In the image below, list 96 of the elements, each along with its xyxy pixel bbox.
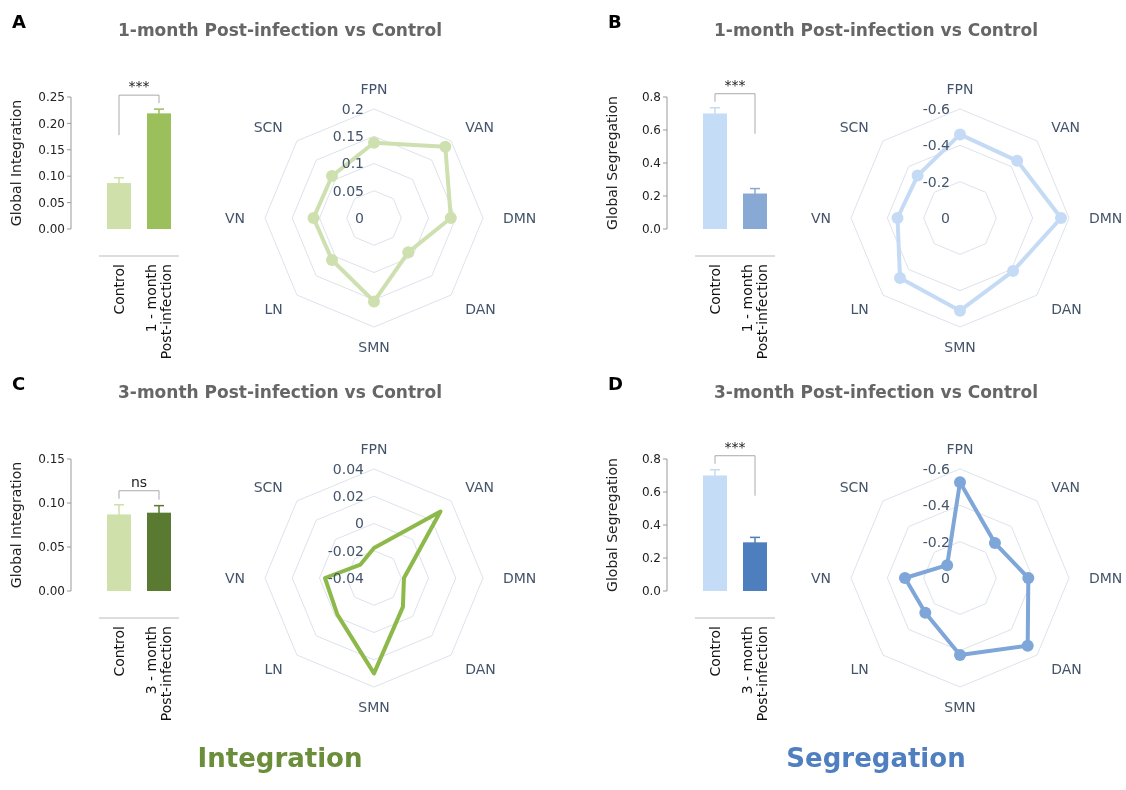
x-tick-label: Control xyxy=(707,626,723,677)
y-tick-label: 0.15 xyxy=(332,128,364,145)
text: *** xyxy=(724,438,746,455)
spoke-label: DAN xyxy=(465,301,496,318)
spoke-label: VN xyxy=(810,569,831,586)
y-tick-label: 0.2 xyxy=(641,551,661,566)
spoke-label: LN xyxy=(850,661,869,678)
spoke-label: VAN xyxy=(465,118,494,135)
y-tick-label: 0.15 xyxy=(38,452,65,467)
y-axis-title: Global Integration xyxy=(8,99,24,227)
y-tick-label: -0.4 xyxy=(922,137,951,154)
x-tick-label: 1 - month Post-infection xyxy=(739,264,770,360)
y-tick-label: 0.0 xyxy=(641,584,661,599)
spoke-label: FPN xyxy=(946,80,974,97)
spoke-label: SMN xyxy=(944,698,976,715)
y-tick-label: 0 xyxy=(941,209,950,226)
spoke-label: VN xyxy=(224,569,245,586)
y-tick-label: -0.6 xyxy=(922,460,951,477)
y-tick-label: -0.2 xyxy=(922,533,950,550)
spoke-label: VAN xyxy=(465,478,494,495)
y-tick-label: 0.25 xyxy=(38,90,65,105)
text: Integration xyxy=(197,743,363,773)
y-tick-label: -0.04 xyxy=(327,569,365,586)
text: Segregation xyxy=(786,743,966,773)
spoke-label: DAN xyxy=(465,661,496,678)
y-tick-label: 0.00 xyxy=(38,222,65,237)
text: *** xyxy=(128,78,150,95)
spoke-label: LN xyxy=(264,661,283,678)
text: 1-month Post-infection vs Control xyxy=(118,20,442,40)
x-tick-label: 3 - month Post-infection xyxy=(143,626,174,722)
y-tick-label: -0.2 xyxy=(922,173,950,190)
y-axis-title: Global Segregation xyxy=(604,96,620,230)
y-tick-label: 0.10 xyxy=(38,496,65,511)
y-tick-label: 0.04 xyxy=(332,460,365,477)
y-tick-label: -0.4 xyxy=(922,497,951,514)
y-tick-label: 0 xyxy=(941,569,950,586)
y-tick-label: 0.2 xyxy=(641,189,661,204)
y-tick-label: -0.6 xyxy=(922,100,951,117)
y-tick-label: 0.05 xyxy=(38,540,65,555)
text: C xyxy=(12,373,26,394)
spoke-label: VAN xyxy=(1051,118,1080,135)
y-tick-label: 0.6 xyxy=(641,485,661,500)
spoke-label: DAN xyxy=(1051,301,1082,318)
y-tick-label: 0.10 xyxy=(38,169,65,184)
y-tick-label: 0.6 xyxy=(641,123,661,138)
spoke-label: SCN xyxy=(839,118,869,135)
text: *** xyxy=(724,76,746,93)
spoke-label: DMN xyxy=(503,569,537,586)
spoke-label: FPN xyxy=(360,80,388,97)
y-tick-label: 0.4 xyxy=(641,518,661,533)
spoke-label: SCN xyxy=(253,478,283,495)
text: A xyxy=(12,11,26,32)
y-tick-label: 0 xyxy=(355,515,364,532)
spoke-label: DMN xyxy=(1089,569,1123,586)
x-tick-label: Control xyxy=(111,264,127,315)
y-tick-label: 0.0 xyxy=(641,222,661,237)
y-tick-label: 0.1 xyxy=(341,155,364,172)
spoke-label: DAN xyxy=(1051,661,1082,678)
spoke-label: SCN xyxy=(839,478,869,495)
spoke-label: SCN xyxy=(253,118,283,135)
text: B xyxy=(608,11,622,32)
y-tick-label: -0.02 xyxy=(327,542,364,559)
spoke-label: VN xyxy=(810,209,831,226)
spoke-label: LN xyxy=(264,301,283,318)
y-tick-label: 0.2 xyxy=(341,100,364,117)
spoke-label: LN xyxy=(850,301,869,318)
y-tick-label: 0.8 xyxy=(641,90,661,105)
y-tick-label: 0.05 xyxy=(38,195,65,210)
text: D xyxy=(608,373,623,394)
y-tick-label: 0 xyxy=(355,209,364,226)
x-tick-label: 1 - month Post-infection xyxy=(143,264,174,360)
spoke-label: DMN xyxy=(503,209,537,226)
y-tick-label: 0.05 xyxy=(332,182,364,199)
annotation: ns xyxy=(130,473,148,490)
text: 3-month Post-infection vs Control xyxy=(118,382,442,402)
y-tick-label: 0.4 xyxy=(641,156,661,171)
y-tick-label: 0.15 xyxy=(38,143,65,157)
y-tick-label: 0.02 xyxy=(332,488,364,505)
y-tick-label: 0.20 xyxy=(38,116,65,131)
spoke-label: FPN xyxy=(360,440,388,457)
spoke-label: VAN xyxy=(1051,478,1080,495)
spoke-label: SMN xyxy=(944,338,976,355)
y-axis-title: Global Integration xyxy=(8,461,24,589)
x-tick-label: Control xyxy=(707,264,723,315)
spoke-label: DMN xyxy=(1089,209,1123,226)
y-tick-label: 0.00 xyxy=(38,584,65,599)
spoke-label: VN xyxy=(224,209,245,226)
y-tick-label: 0.8 xyxy=(641,452,661,467)
text: 1-month Post-infection vs Control xyxy=(714,20,1038,40)
y-axis-title: Global Segregation xyxy=(604,458,620,592)
x-tick-label: Control xyxy=(111,626,127,677)
spoke-label: SMN xyxy=(358,338,390,355)
spoke-label: FPN xyxy=(946,440,974,457)
spoke-label: SMN xyxy=(358,698,390,715)
x-tick-label: 3 - month Post-infection xyxy=(739,626,770,722)
text: 3-month Post-infection vs Control xyxy=(714,382,1038,402)
